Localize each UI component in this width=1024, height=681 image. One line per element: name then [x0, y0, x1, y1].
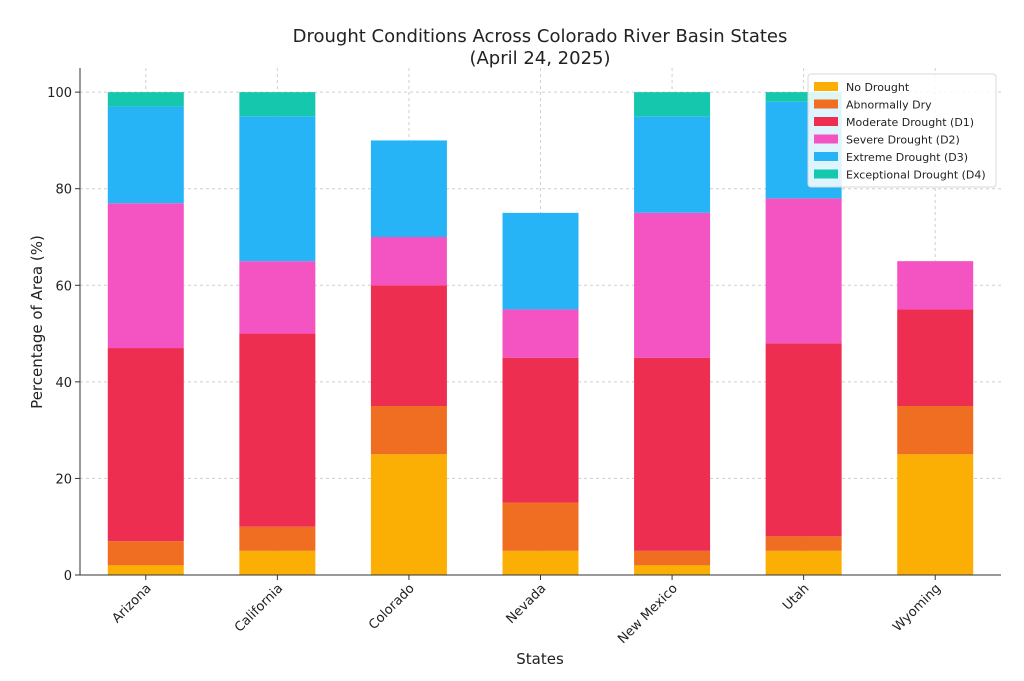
- legend-entry: Severe Drought (D2): [846, 134, 960, 147]
- bar-segment-california-4: [239, 116, 316, 262]
- bar-segment-new-mexico-1: [634, 550, 711, 566]
- bar-segment-utah-1: [765, 536, 842, 551]
- bar-segment-utah-2: [765, 343, 842, 537]
- legend-entry: Moderate Drought (D1): [846, 116, 974, 129]
- bar-segment-arizona-5: [107, 92, 184, 107]
- bar-segment-california-0: [239, 550, 316, 575]
- x-tick-label: California: [232, 581, 286, 635]
- y-tick-label: 80: [55, 183, 72, 198]
- bars: [107, 92, 974, 575]
- legend-entry: Abnormally Dry: [846, 99, 932, 112]
- chart-title: Drought Conditions Across Colorado River…: [293, 26, 788, 47]
- bar-segment-california-1: [239, 526, 316, 551]
- bar-segment-california-2: [239, 333, 316, 527]
- bar-segment-nevada-2: [502, 357, 579, 503]
- x-tick-label: Wyoming: [890, 581, 944, 635]
- bar-segment-colorado-1: [370, 406, 447, 455]
- bar-segment-new-mexico-0: [634, 565, 711, 575]
- bar-segment-colorado-4: [370, 140, 447, 237]
- x-axis-label: States: [516, 650, 564, 668]
- legend: No Drought Abnormally Dry Moderate Drought…: [807, 73, 997, 188]
- bar-segment-arizona-3: [107, 203, 184, 349]
- bar-segment-new-mexico-3: [634, 212, 711, 358]
- bar-segment-colorado-3: [370, 237, 447, 286]
- bar-segment-arizona-1: [107, 541, 184, 566]
- y-tick-label: 20: [55, 472, 72, 487]
- bar-segment-wyoming-2: [897, 309, 974, 406]
- bar-segment-wyoming-3: [897, 261, 974, 310]
- y-tick-label: 60: [55, 279, 72, 294]
- bar-segment-wyoming-1: [897, 406, 974, 455]
- legend-swatch: [814, 152, 838, 161]
- bar-segment-nevada-4: [502, 212, 579, 310]
- bar-segment-utah-5: [765, 92, 842, 102]
- bar-segment-arizona-4: [107, 106, 184, 204]
- bar-segment-arizona-0: [107, 565, 184, 575]
- x-tick-label: Arizona: [109, 581, 154, 626]
- bar-segment-utah-3: [765, 198, 842, 344]
- bar-segment-new-mexico-4: [634, 116, 711, 213]
- bar-segment-nevada-0: [502, 550, 579, 575]
- bar-segment-wyoming-0: [897, 454, 974, 575]
- bar-segment-colorado-0: [370, 454, 447, 575]
- x-tick-label: New Mexico: [615, 581, 681, 647]
- y-tick-label: 100: [47, 86, 72, 101]
- chart-subtitle: (April 24, 2025): [469, 48, 610, 69]
- bar-segment-nevada-1: [502, 502, 579, 551]
- bar-segment-new-mexico-2: [634, 357, 711, 551]
- y-axis-label: Percentage of Area (%): [28, 235, 46, 409]
- x-tick-label: Utah: [780, 581, 812, 613]
- bar-segment-arizona-2: [107, 348, 184, 542]
- bar-segment-california-5: [239, 92, 316, 117]
- legend-swatch: [814, 169, 838, 179]
- bar-segment-new-mexico-5: [634, 92, 711, 117]
- legend-swatch: [814, 82, 838, 91]
- bar-segment-utah-0: [765, 550, 842, 575]
- legend-entry: No Drought: [846, 81, 910, 94]
- x-tick-label: Nevada: [504, 581, 550, 627]
- legend-entry: Exceptional Drought (D4): [846, 169, 986, 182]
- bar-segment-nevada-3: [502, 309, 579, 358]
- legend-entry: Extreme Drought (D3): [846, 151, 968, 164]
- legend-box: [807, 73, 997, 188]
- legend-swatch: [814, 134, 838, 144]
- bar-segment-california-3: [239, 261, 316, 334]
- y-tick-label: 0: [64, 569, 72, 584]
- x-tick-label: Colorado: [366, 581, 418, 633]
- legend-swatch: [814, 117, 838, 126]
- bar-segment-colorado-2: [370, 285, 447, 406]
- y-tick-label: 40: [55, 376, 72, 391]
- legend-swatch: [814, 99, 838, 109]
